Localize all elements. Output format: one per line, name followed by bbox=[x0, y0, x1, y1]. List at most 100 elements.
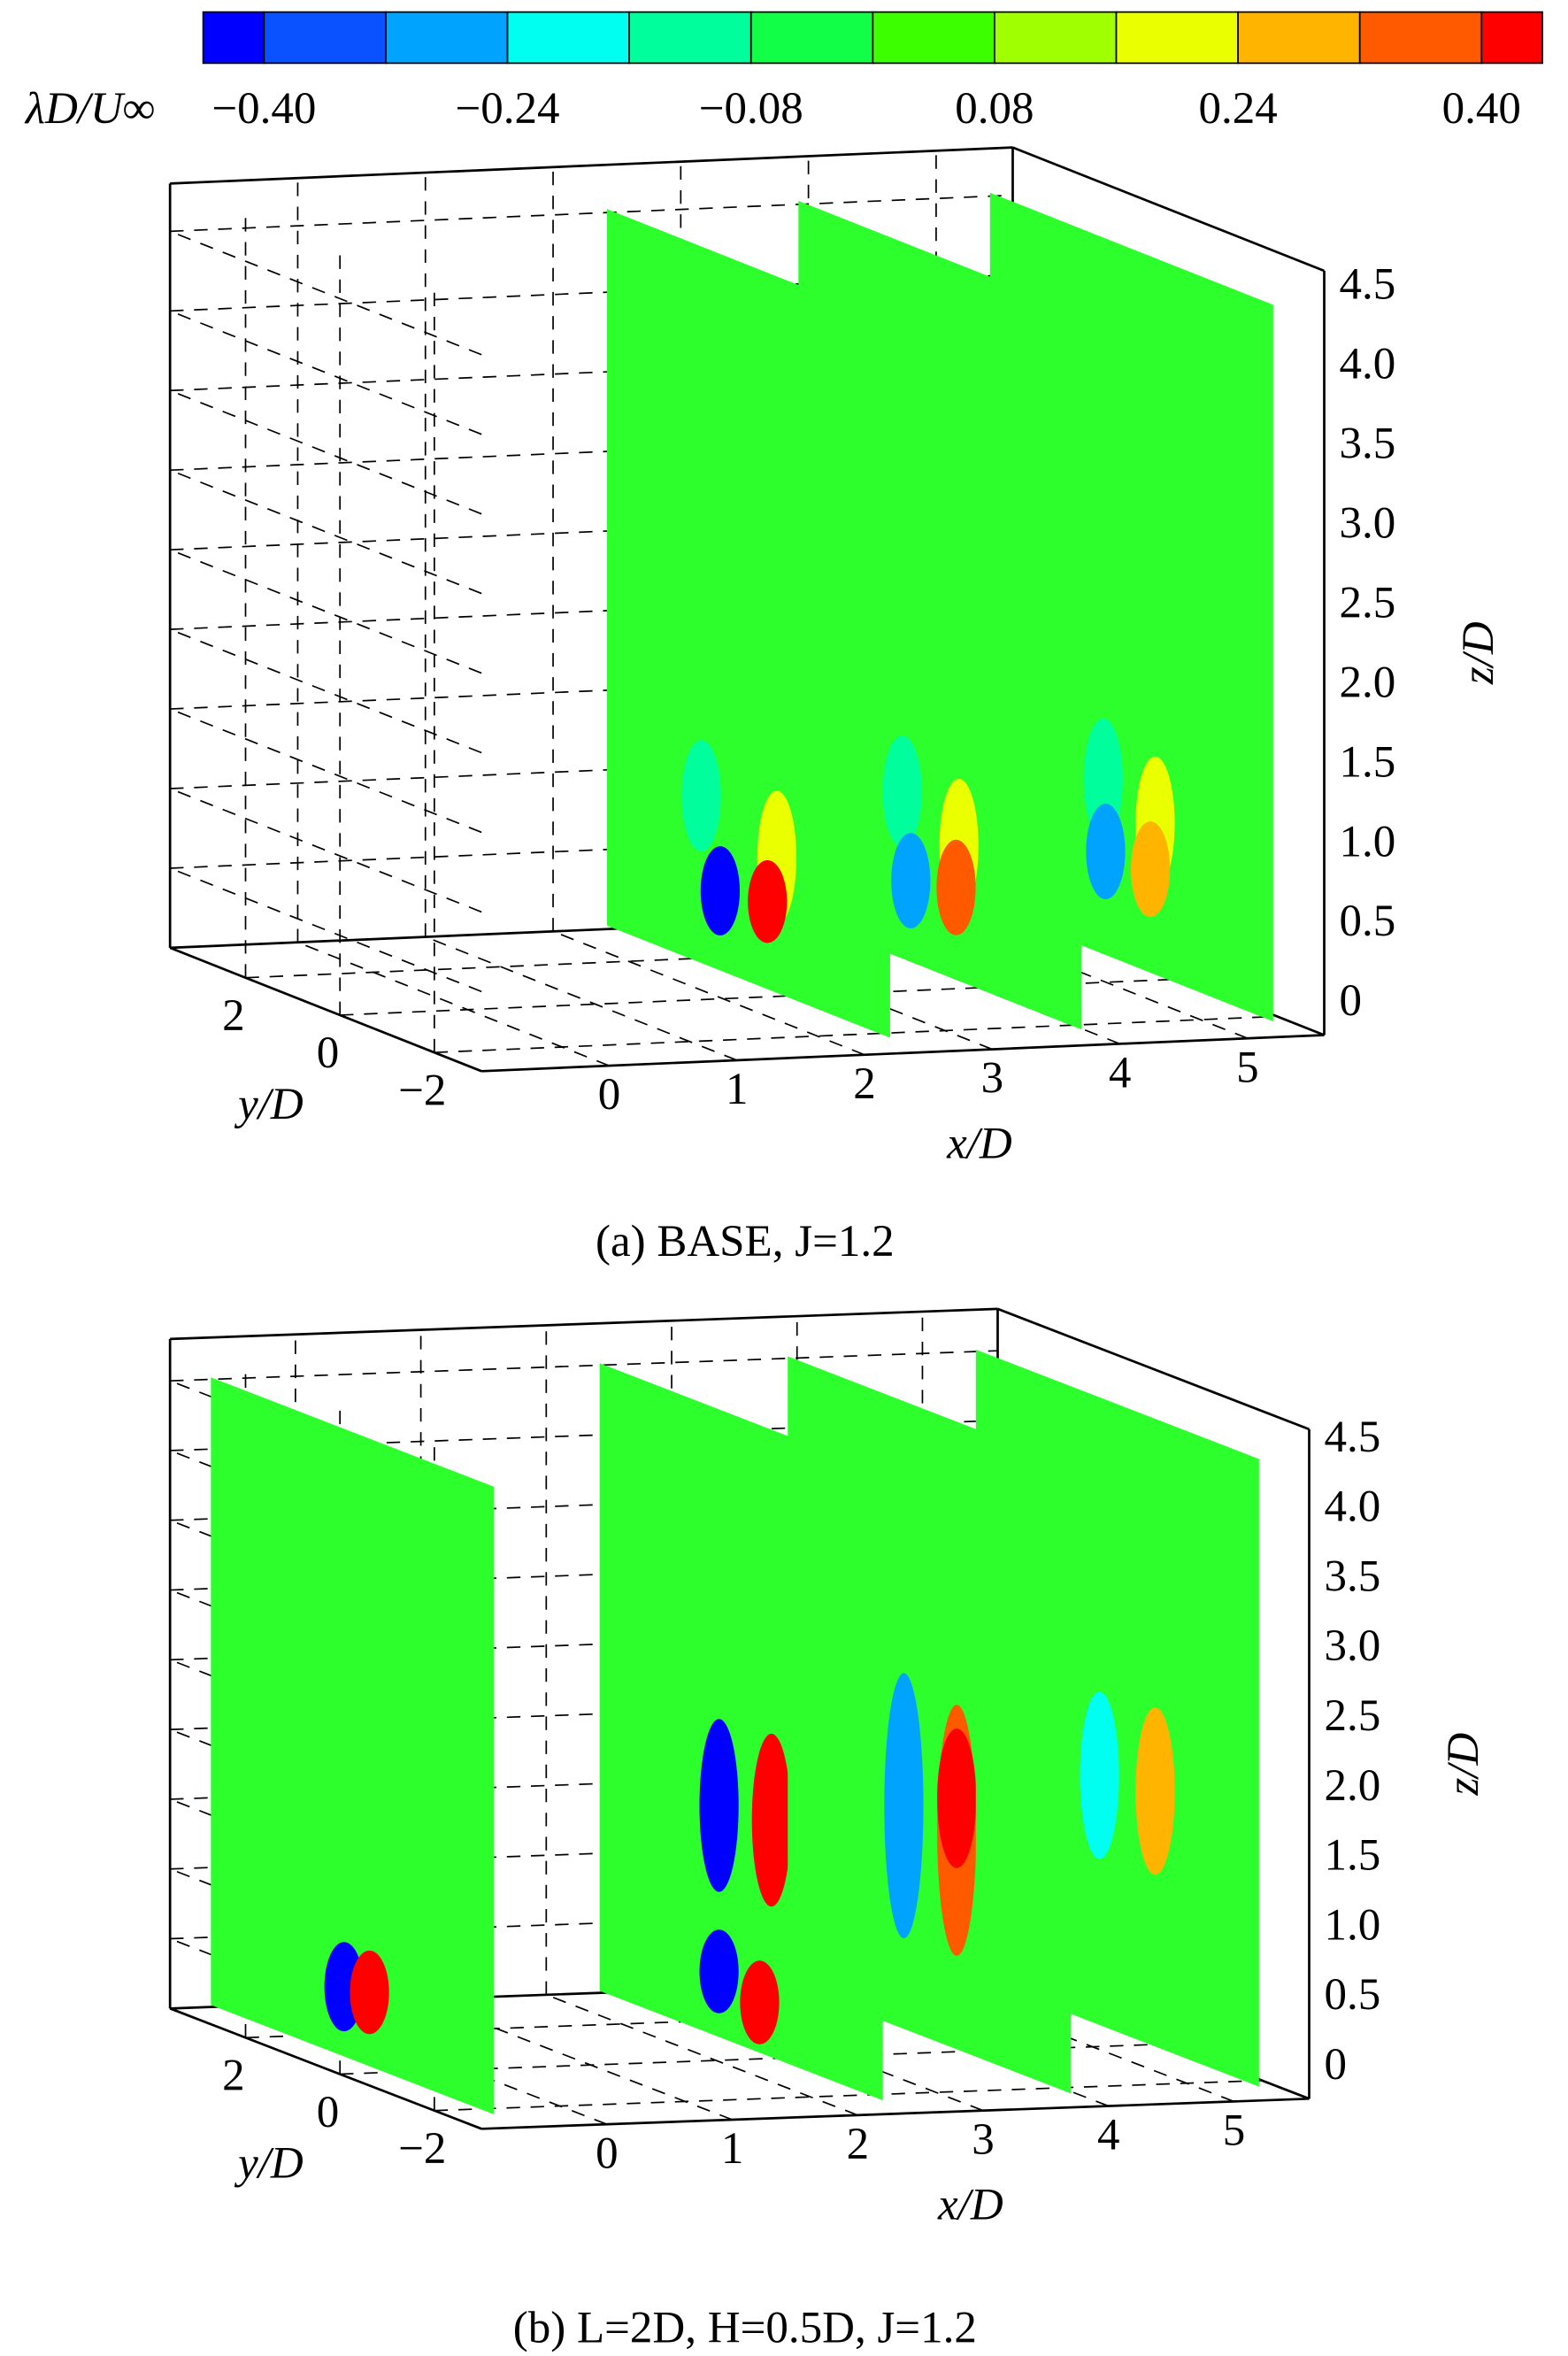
x-axis-title: x/D bbox=[937, 2180, 1003, 2229]
y-axis-title: y/D bbox=[234, 1080, 304, 1129]
grid-line bbox=[170, 1837, 998, 1870]
axis-box-edge bbox=[1011, 146, 1326, 273]
grid-line bbox=[434, 2079, 1263, 2112]
vortex bbox=[1135, 1707, 1175, 1875]
colorbar-segment bbox=[872, 11, 995, 65]
vortex bbox=[681, 740, 721, 852]
colorbar-segment bbox=[263, 11, 387, 65]
colorbar-segment bbox=[1237, 11, 1361, 65]
colorbar-tick-label: 0.40 bbox=[1442, 84, 1521, 134]
colorbar-segment bbox=[1480, 11, 1543, 65]
colorbar-segment bbox=[1358, 11, 1483, 65]
z-tick-label: 1.5 bbox=[1340, 737, 1396, 787]
colorbar-segment bbox=[506, 11, 631, 65]
grid-line bbox=[170, 1698, 998, 1730]
y-tick-label: −2 bbox=[398, 2124, 446, 2174]
vortex bbox=[740, 1960, 780, 2044]
vortex bbox=[1086, 804, 1126, 900]
z-tick-label: 3.5 bbox=[1340, 420, 1396, 469]
y-tick-label: 2 bbox=[222, 2052, 245, 2101]
colorbar-segment bbox=[994, 11, 1118, 65]
grid-line bbox=[340, 2043, 1168, 2075]
x-tick-label: 2 bbox=[847, 2120, 870, 2169]
grid-line bbox=[170, 194, 1013, 233]
z-tick-label: 1.5 bbox=[1325, 1831, 1381, 1881]
slice-plane bbox=[989, 192, 1273, 1021]
z-tick-label: 2.0 bbox=[1340, 658, 1396, 707]
vortex bbox=[936, 839, 976, 935]
y-tick-label: −2 bbox=[398, 1066, 446, 1115]
z-tick-label: 4.0 bbox=[1325, 1482, 1381, 1532]
colorbar-tick-label: 0.24 bbox=[1198, 84, 1277, 134]
y-tick-label: 2 bbox=[222, 991, 245, 1041]
grid-line bbox=[169, 469, 482, 595]
vortex bbox=[748, 859, 788, 943]
grid-line bbox=[169, 389, 482, 515]
colorbar-label: λD/U∞ bbox=[24, 84, 155, 134]
axis-box-edge bbox=[170, 1307, 998, 1341]
x-tick-label: 1 bbox=[726, 1065, 749, 1114]
grid-line bbox=[170, 1628, 998, 1661]
slice-plane bbox=[975, 1349, 1259, 2087]
z-tick-label: 0.5 bbox=[1325, 1970, 1381, 2020]
vortex bbox=[884, 1673, 924, 1938]
x-tick-label: 5 bbox=[1223, 2106, 1246, 2156]
vortex bbox=[751, 1733, 791, 1907]
grid-line bbox=[245, 2006, 1073, 2039]
z-tick-label: 4.5 bbox=[1340, 260, 1396, 310]
z-tick-label: 4.5 bbox=[1325, 1413, 1381, 1462]
grid-line bbox=[170, 1420, 998, 1451]
panel-caption: (b) L=2D, H=0.5D, J=1.2 bbox=[513, 2304, 977, 2353]
axis-box-edge bbox=[169, 2007, 482, 2130]
z-tick-label: 1.0 bbox=[1325, 1900, 1381, 1950]
y-tick-label: 0 bbox=[317, 2088, 340, 2137]
z-tick-label: 0 bbox=[1340, 976, 1363, 1026]
x-tick-label: 4 bbox=[1097, 2111, 1120, 2160]
z-tick-label: 3.0 bbox=[1325, 1621, 1381, 1671]
grid-line bbox=[169, 708, 482, 834]
vortex bbox=[699, 1929, 739, 2013]
grid-line bbox=[546, 1994, 858, 2116]
z-tick-label: 1.0 bbox=[1340, 817, 1396, 866]
grid-line bbox=[169, 310, 482, 435]
z-tick-label: 4.0 bbox=[1340, 340, 1396, 389]
colorbar-segment bbox=[628, 11, 752, 65]
grid-line bbox=[170, 1768, 998, 1800]
axis-box-edge bbox=[170, 146, 1013, 185]
colorbar-segment bbox=[1115, 11, 1239, 65]
x-tick-label: 3 bbox=[972, 2115, 995, 2165]
colorbar-segment bbox=[202, 11, 265, 65]
grid-line bbox=[169, 788, 482, 913]
vortex bbox=[891, 833, 931, 929]
z-tick-label: 2.5 bbox=[1340, 578, 1396, 627]
x-tick-label: 4 bbox=[1109, 1049, 1132, 1098]
vortex bbox=[1131, 821, 1171, 918]
x-tick-label: 0 bbox=[598, 1070, 621, 1120]
grid-line bbox=[170, 1489, 998, 1521]
colorbar-tick-label: −0.40 bbox=[211, 84, 316, 134]
vortex bbox=[350, 1950, 389, 2035]
z-tick-label: 0 bbox=[1325, 2040, 1348, 2090]
z-tick-label: 3.5 bbox=[1325, 1551, 1381, 1601]
vortex bbox=[937, 1729, 977, 1868]
colorbar-tick-label: −0.08 bbox=[699, 84, 803, 134]
z-axis-title: z/D bbox=[1439, 1733, 1488, 1797]
x-tick-label: 0 bbox=[596, 2129, 619, 2178]
z-axis-title: z/D bbox=[1454, 621, 1503, 685]
grid-line bbox=[935, 914, 1249, 1040]
colorbar-segment bbox=[385, 11, 509, 65]
x-tick-label: 2 bbox=[853, 1059, 876, 1109]
slice-plane bbox=[211, 1377, 495, 2115]
vortex bbox=[699, 1719, 739, 1892]
axis-box-edge bbox=[481, 2097, 1310, 2130]
z-tick-label: 2.5 bbox=[1325, 1691, 1381, 1741]
vortex bbox=[700, 846, 741, 935]
grid-line bbox=[297, 941, 610, 1066]
x-axis-title: x/D bbox=[946, 1119, 1012, 1168]
y-tick-label: 0 bbox=[317, 1028, 340, 1078]
axis-box-edge bbox=[481, 1034, 1325, 1073]
grid-line bbox=[170, 1559, 998, 1591]
axis-box-edge bbox=[996, 1307, 1310, 1431]
x-tick-label: 3 bbox=[981, 1054, 1004, 1104]
grid-line bbox=[680, 925, 993, 1051]
